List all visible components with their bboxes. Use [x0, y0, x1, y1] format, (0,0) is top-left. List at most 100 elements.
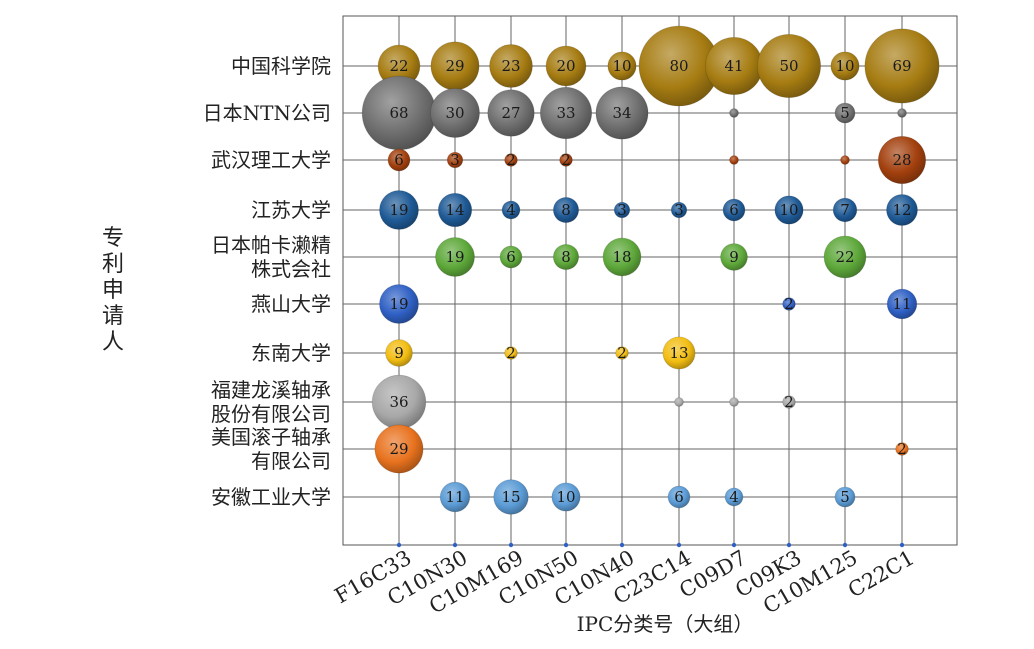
bubble-value-label: 6: [674, 488, 684, 506]
bubble: [886, 194, 918, 226]
bubble: [782, 297, 796, 311]
y-axis-title-char: 请: [102, 304, 124, 329]
x-axis-marker-C23C14: [676, 542, 682, 548]
bubble: [722, 198, 746, 222]
y-tick-label: 安徽工业大学: [211, 485, 331, 509]
x-axis-marker-C09D7: [731, 542, 737, 548]
y-tick-label: 江苏大学: [251, 198, 331, 222]
y-tick-label: 武汉理工大学: [211, 148, 331, 172]
bubble: [729, 155, 739, 165]
bubble-value-label: 4: [729, 488, 739, 506]
bubble-value-label: 5: [840, 104, 850, 122]
bubble: [379, 190, 419, 230]
bubble-value-label: 29: [445, 57, 464, 75]
bubble-value-label: 14: [445, 201, 464, 219]
bubble: [595, 86, 649, 140]
y-axis-title-char: 专: [102, 226, 124, 251]
bubble-value-label: 3: [450, 151, 460, 169]
bubble-value-label: 2: [506, 344, 516, 362]
bubble: [832, 197, 858, 223]
bubble: [559, 153, 573, 167]
bubble-value-label: 6: [506, 248, 516, 266]
bubble: [504, 153, 518, 167]
bubble: [613, 201, 631, 219]
y-tick-label: 株式会社: [251, 257, 331, 281]
bubble-value-label: 34: [612, 104, 631, 122]
bubble: [615, 346, 629, 360]
bubble: [662, 336, 696, 370]
bubble-value-label: 2: [784, 393, 794, 411]
bubble-value-label: 69: [892, 57, 911, 75]
bubble: [499, 245, 523, 269]
bubble: [667, 485, 691, 509]
bubble-value-label: 36: [389, 393, 408, 411]
bubble: [602, 237, 642, 277]
y-axis-title-char: 利: [102, 252, 124, 277]
bubble: [379, 284, 419, 324]
y-tick-label: 福建龙溪轴承: [211, 378, 331, 402]
bubble-value-label: 7: [840, 201, 850, 219]
x-axis-marker-F16C33: [396, 542, 402, 548]
bubble: [756, 33, 822, 99]
bubble-value-label: 27: [501, 104, 520, 122]
bubble: [493, 479, 529, 515]
bubble-value-label: 10: [779, 201, 798, 219]
bubble: [674, 397, 684, 407]
bubble: [877, 135, 927, 185]
bubble-value-label: 80: [669, 57, 688, 75]
x-axis-marker-C10M125: [842, 542, 848, 548]
bubble: [720, 243, 748, 271]
bubble-value-label: 9: [729, 248, 739, 266]
bubble: [487, 89, 535, 137]
bubble-value-label: 6: [394, 151, 404, 169]
bubble: [886, 288, 918, 320]
y-tick-label: 东南大学: [251, 341, 331, 365]
x-axis-marker-C10N40: [619, 542, 625, 548]
bubble-value-label: 5: [840, 488, 850, 506]
x-tick-label: C22C1: [844, 546, 919, 603]
bubble-value-label: 10: [612, 57, 631, 75]
bubble-value-label: 2: [561, 151, 571, 169]
bubble: [782, 395, 796, 409]
bubble: [552, 196, 580, 224]
bubble: [552, 243, 580, 271]
bubble: [504, 346, 518, 360]
bubble: [374, 424, 424, 474]
bubble: [670, 201, 688, 219]
x-axis-marker-C10N30: [452, 542, 458, 548]
bubble-value-label: 4: [506, 201, 516, 219]
bubble-value-label: 50: [779, 57, 798, 75]
bubble: [446, 151, 464, 169]
bubble-value-label: 22: [835, 248, 854, 266]
bubble: [489, 44, 533, 88]
bubble-value-label: 20: [556, 57, 575, 75]
y-tick-label: 中国科学院: [231, 54, 331, 78]
bubble-value-label: 10: [835, 57, 854, 75]
bubble: [430, 88, 480, 138]
y-tick-label: 日本NTN公司: [203, 101, 331, 125]
bubble-value-label: 19: [445, 248, 464, 266]
bubble-value-label: 41: [724, 57, 743, 75]
bubble-value-label: 2: [897, 440, 907, 458]
bubble: [724, 487, 744, 507]
bubble-value-label: 30: [445, 104, 464, 122]
bubble-value-label: 8: [561, 201, 571, 219]
bubble-value-label: 12: [892, 201, 911, 219]
grid-layer: [342, 15, 958, 548]
x-axis-marker-C10M169: [508, 542, 514, 548]
plot-frame: [342, 15, 958, 546]
bubble: [895, 442, 909, 456]
bubble-value-label: 9: [394, 344, 404, 362]
bubble-value-label: 19: [389, 295, 408, 313]
y-tick-label: 燕山大学: [251, 292, 331, 316]
bubble: [774, 195, 804, 225]
y-tick-label: 有限公司: [251, 449, 331, 473]
x-axis-marker-C09K3: [786, 542, 792, 548]
bubble: [387, 148, 411, 172]
bubble: [385, 339, 413, 367]
bubble-value-label: 13: [669, 344, 688, 362]
y-tick-label: 股份有限公司: [211, 402, 331, 426]
